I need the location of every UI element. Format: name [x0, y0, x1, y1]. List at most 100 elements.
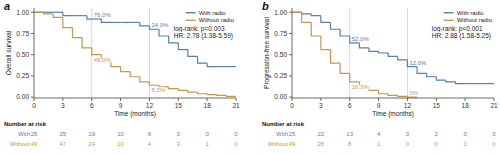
curve-step — [484, 83, 494, 84]
plot-area — [34, 8, 236, 98]
annotation: log-rank: p=0.003HR: 2.78 (1.38-5.59) — [174, 25, 233, 41]
legend-swatch — [186, 20, 196, 21]
curve-step — [198, 56, 208, 63]
curve-step — [292, 12, 302, 13]
risk-count: 3 — [177, 141, 181, 147]
x-tick-label: 21 — [232, 102, 240, 109]
y-axis-label: Overall survival — [5, 30, 12, 75]
curve-step — [87, 16, 92, 19]
curve-step — [311, 14, 321, 16]
risk-count: 6 — [148, 131, 152, 137]
curve-step — [34, 12, 44, 13]
risk-count: 24 — [88, 141, 95, 147]
curve-step — [207, 63, 217, 66]
y-tick — [289, 54, 292, 55]
risk-count: 0 — [492, 131, 496, 137]
risk-count: 49 — [31, 141, 38, 147]
curve-step — [446, 80, 456, 82]
survival-curve — [292, 12, 417, 97]
curve-step — [178, 43, 188, 50]
curve-step — [178, 89, 188, 91]
curve-step — [369, 48, 379, 51]
curve-step — [330, 22, 340, 29]
curve-step — [92, 18, 102, 19]
risk-count: 0 — [463, 131, 467, 137]
y-tick-label: 0.75 — [16, 30, 29, 37]
risk-count: 28 — [318, 141, 325, 147]
y-tick-label: 0.00 — [16, 93, 29, 100]
curve-step — [63, 12, 73, 15]
x-tick-label: 12 — [146, 102, 154, 109]
curve-step — [82, 15, 87, 16]
risk-table-title: Number at risk — [4, 121, 47, 127]
point-label: 49.0% — [94, 57, 112, 63]
y-tick — [289, 33, 292, 34]
risk-count: 47 — [60, 141, 67, 147]
curve-step — [53, 14, 63, 17]
risk-count: 3 — [406, 131, 410, 137]
x-tick-label: 21 — [490, 102, 498, 109]
risk-row-label: With — [276, 131, 288, 137]
y-tick — [31, 97, 34, 98]
panel: a0.000.250.500.751.00036912151821Time (m… — [4, 0, 240, 147]
curve-step — [72, 28, 82, 38]
reference-line — [407, 8, 408, 98]
curve-step — [456, 82, 466, 84]
x-tick-label: 3 — [319, 102, 323, 109]
curve-step — [111, 22, 121, 23]
risk-count: 0 — [435, 141, 439, 147]
x-tick-label: 12 — [404, 102, 412, 109]
risk-count: 0 — [205, 131, 209, 137]
curve-step — [34, 12, 44, 13]
legend-swatch — [186, 12, 196, 13]
x-tick-label: 15 — [175, 102, 183, 109]
risk-count: 25 — [60, 131, 67, 137]
survival-curve — [292, 12, 494, 83]
risk-count: 25 — [31, 131, 38, 137]
risk-count: 0 — [406, 141, 410, 147]
x-tick-label: 3 — [61, 102, 65, 109]
legend-label: Without radio — [199, 17, 235, 23]
curve-step — [121, 22, 131, 23]
curve-step — [388, 53, 398, 56]
curve-step — [130, 22, 140, 23]
legend-label: With radio — [199, 10, 227, 16]
point-labels: 52.0%12.0%16.3%0% — [352, 36, 427, 96]
curve-step — [226, 66, 236, 67]
legend: With radioWithout radio — [444, 10, 493, 24]
risk-count: 49 — [289, 141, 296, 147]
curve-step — [217, 66, 227, 67]
x-tick-label: 18 — [204, 102, 212, 109]
point-label: 52.0% — [352, 36, 370, 42]
risk-row-label: Without — [268, 141, 289, 147]
risk-count: 0 — [234, 131, 238, 137]
risk-count: 0 — [492, 141, 496, 147]
x-axis-line — [292, 98, 494, 99]
x-tick-label: 15 — [433, 102, 441, 109]
y-tick-label: 0.75 — [274, 30, 287, 37]
curve-step — [340, 29, 350, 36]
curve-step — [149, 82, 159, 85]
point-label: 0% — [409, 90, 418, 96]
risk-count: 22 — [318, 131, 325, 137]
x-tick-label: 9 — [377, 102, 381, 109]
risk-table: Number at riskWith25221343200Without4928… — [262, 121, 496, 147]
curve-step — [311, 22, 321, 36]
curve-step — [198, 92, 208, 94]
curve-step — [140, 22, 150, 25]
annotation-text: HR: 2.78 (1.38-5.59) — [174, 32, 233, 40]
curve-step — [398, 95, 408, 97]
curve-step — [475, 83, 485, 84]
curve-step — [169, 87, 179, 89]
survival-curve — [34, 12, 236, 96]
curve-step — [359, 43, 369, 48]
risk-count: 4 — [377, 131, 381, 137]
risk-count: 3 — [177, 131, 181, 137]
curve-step — [217, 94, 227, 96]
y-tick — [31, 54, 34, 55]
curve-step — [330, 50, 340, 64]
curve-step — [292, 12, 302, 13]
x-tick-label: 0 — [32, 102, 36, 109]
x-tick-label: 9 — [119, 102, 123, 109]
risk-count: 0 — [463, 141, 467, 147]
